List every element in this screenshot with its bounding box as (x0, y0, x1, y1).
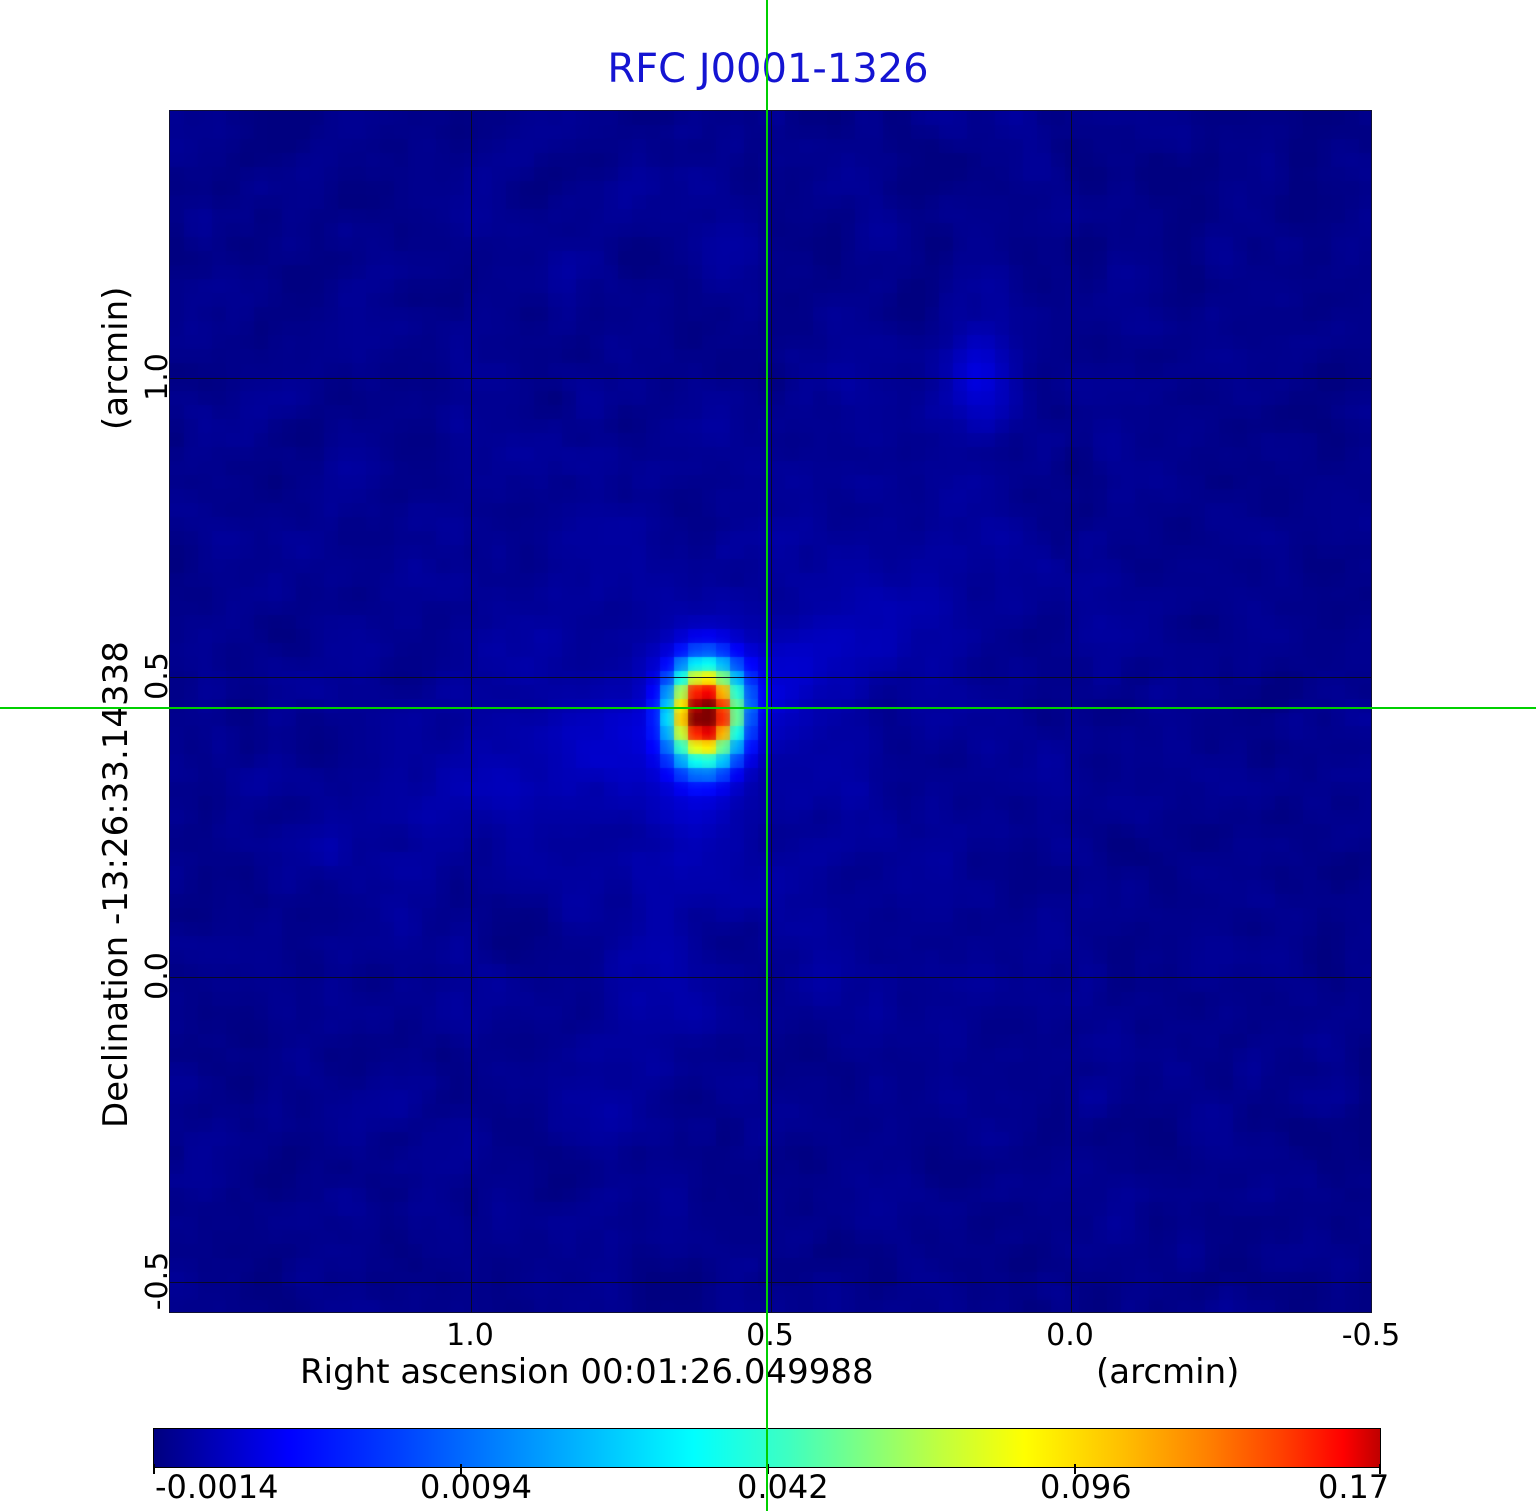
colorbar-label-1: 0.0094 (420, 1468, 532, 1506)
gridline-y--0.5 (170, 1282, 1371, 1283)
gridline-y-0.5 (170, 677, 1371, 678)
crosshair-vertical-line (766, 0, 768, 1511)
colorbar-tick-1 (460, 1464, 462, 1474)
gridline-x-0.5 (771, 111, 772, 1312)
y-tick-label-0: 1.0 (140, 353, 175, 401)
crosshair-horizontal-line (0, 707, 1536, 709)
x-axis-unit-label: (arcmin) (1096, 1352, 1240, 1392)
colorbar-tick-4 (1379, 1464, 1381, 1474)
y-tick-label-1: 0.5 (140, 652, 175, 700)
radio-map-panel[interactable] (169, 110, 1372, 1313)
colorbar-label-0: -0.0014 (155, 1468, 279, 1506)
colorbar-label-3: 0.096 (1040, 1468, 1132, 1506)
radio-intensity-map[interactable] (170, 111, 1371, 1312)
x-axis-label: Right ascension 00:01:26.049988 (300, 1352, 874, 1392)
y-axis-label: Declination -13:26:33.14338 (96, 641, 136, 1128)
x-tick-label-1: 0.5 (746, 1318, 794, 1353)
colorbar-tick-0 (153, 1464, 155, 1474)
gridline-x-1.0 (471, 111, 472, 1312)
page-title: RFC J0001-1326 (607, 46, 929, 92)
x-tick-label-2: 0.0 (1046, 1318, 1094, 1353)
x-tick-label-0: 1.0 (446, 1318, 494, 1353)
gridline-y-0.0 (170, 977, 1371, 978)
y-tick-label-3: -0.5 (140, 1251, 175, 1311)
gridline-x-0.0 (1071, 111, 1072, 1312)
colorbar-label-2: 0.042 (737, 1468, 829, 1506)
colorbar-tick-3 (1074, 1464, 1076, 1474)
y-axis-unit-label: (arcmin) (96, 286, 136, 430)
x-tick-label-3: -0.5 (1341, 1318, 1401, 1353)
colorbar-tick-2 (767, 1464, 769, 1474)
y-tick-label-2: 0.0 (140, 952, 175, 1000)
colorbar-label-4: 0.17 (1318, 1468, 1390, 1506)
gridline-y-1.0 (170, 378, 1371, 379)
